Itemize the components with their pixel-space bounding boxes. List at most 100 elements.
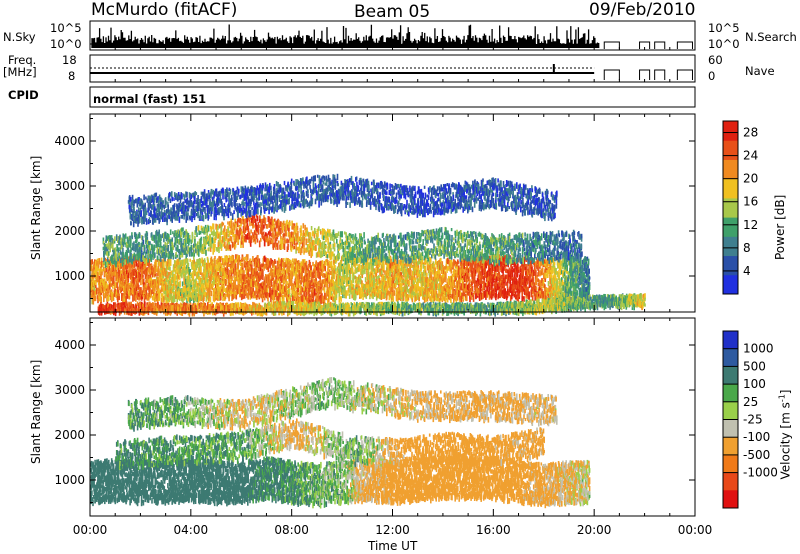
power-cell xyxy=(126,293,129,299)
power-cell xyxy=(391,262,393,267)
power-cell xyxy=(109,279,111,283)
power-cell xyxy=(118,293,120,299)
power-cell xyxy=(177,258,180,265)
power-cell xyxy=(214,259,216,267)
power-cell xyxy=(281,268,284,272)
power-cell xyxy=(318,285,320,289)
power-cell xyxy=(95,261,97,268)
power-cell xyxy=(257,260,260,267)
power-cell xyxy=(338,291,341,297)
freq-label-line2: [MHz] xyxy=(3,66,37,79)
power-cell xyxy=(140,287,142,291)
power-cell xyxy=(369,279,371,284)
power-cell xyxy=(230,256,232,261)
power-cell xyxy=(203,280,205,285)
power-cell xyxy=(243,292,246,299)
power-cell xyxy=(107,267,109,274)
power-cell xyxy=(104,270,106,277)
power-cell xyxy=(336,284,338,292)
power-cell xyxy=(246,275,249,279)
power-cell xyxy=(316,264,318,269)
power-cell xyxy=(142,264,144,270)
power-cell xyxy=(362,293,364,300)
power-cell xyxy=(155,260,158,266)
power-cell xyxy=(471,286,474,292)
power-cell xyxy=(247,292,249,300)
power-cell xyxy=(184,283,186,290)
power-cell xyxy=(320,298,323,304)
power-cell xyxy=(195,288,197,296)
power-cell xyxy=(318,280,320,287)
power-cell xyxy=(190,280,193,286)
power-cell xyxy=(270,258,272,265)
power-cell xyxy=(288,292,290,298)
power-cell xyxy=(145,290,148,297)
power-cell xyxy=(338,274,340,282)
power-cell xyxy=(288,265,290,273)
power-cell xyxy=(259,276,262,281)
power-cell xyxy=(102,279,104,284)
power-cell xyxy=(234,280,236,284)
power-cell xyxy=(145,280,147,288)
power-cell xyxy=(138,274,140,279)
power-cell xyxy=(422,264,425,269)
power-cell xyxy=(118,282,121,288)
power-cell xyxy=(146,276,148,283)
nsky-segment-2 xyxy=(654,41,666,49)
power-cell xyxy=(456,296,459,301)
power-cell xyxy=(117,295,119,303)
power-cell xyxy=(155,295,158,302)
power-cell xyxy=(261,272,263,278)
power-cell xyxy=(288,288,291,294)
power-cell xyxy=(225,279,227,285)
power-cell xyxy=(365,284,368,289)
power-cell xyxy=(311,298,313,305)
power-cell xyxy=(338,288,341,293)
power-cell xyxy=(264,265,267,269)
power-cell xyxy=(381,278,383,284)
power-cell xyxy=(119,263,121,267)
beam-title: Beam 05 xyxy=(354,4,430,21)
power-cell xyxy=(124,264,127,270)
power-cell xyxy=(388,290,390,294)
power-cell xyxy=(122,287,124,291)
power-cell xyxy=(123,272,125,276)
power-cell xyxy=(163,283,166,287)
power-cell xyxy=(390,278,392,282)
power-cell xyxy=(258,258,261,263)
power-cell xyxy=(316,285,319,292)
power-cell xyxy=(162,283,164,289)
power-cell xyxy=(302,266,305,273)
station-title: McMurdo (fitACF) xyxy=(91,2,237,19)
power-cell xyxy=(138,295,140,301)
power-cell xyxy=(196,259,198,264)
power-cell xyxy=(287,271,289,276)
power-cell xyxy=(299,266,302,273)
power-cell xyxy=(382,292,384,298)
power-cell xyxy=(238,281,240,288)
power-cell xyxy=(296,261,298,269)
power-cell xyxy=(152,267,155,275)
power-cell xyxy=(250,285,252,291)
power-cell xyxy=(319,299,321,304)
power-cell xyxy=(118,296,120,301)
power-cell xyxy=(287,274,289,278)
power-cell xyxy=(157,279,160,284)
power-cell xyxy=(269,262,271,268)
power-cell xyxy=(342,294,344,299)
nsky-tick-bottom: 10^0 xyxy=(50,38,82,51)
power-cell xyxy=(237,265,239,270)
power-cell xyxy=(280,265,283,271)
power-cell xyxy=(184,275,187,280)
power-cell xyxy=(276,269,279,276)
power-cell xyxy=(377,279,380,285)
power-cell xyxy=(260,267,262,272)
power-cell xyxy=(288,297,290,302)
power-cell xyxy=(296,282,299,288)
nsky-segment-1 xyxy=(639,41,651,49)
power-cell xyxy=(197,264,199,268)
power-cell xyxy=(201,280,203,285)
power-cell xyxy=(361,271,363,276)
power-cell xyxy=(305,291,308,299)
power-cell xyxy=(282,286,285,291)
